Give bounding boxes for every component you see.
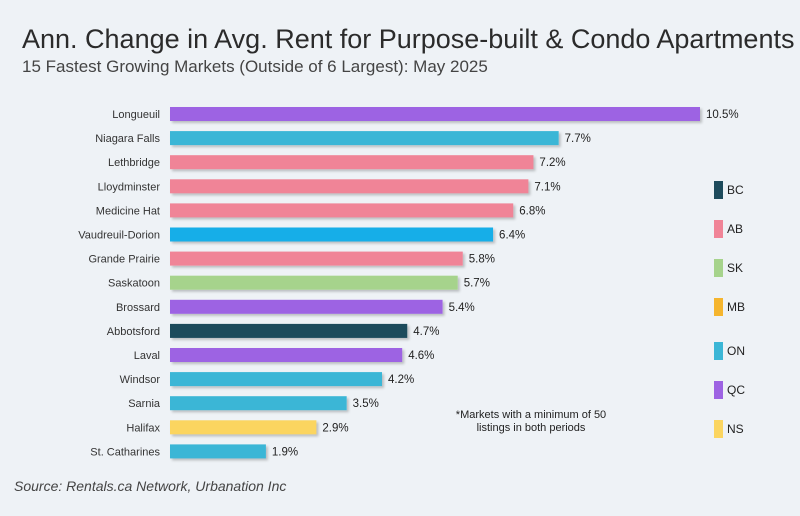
- category-label: Grande Prairie: [88, 254, 160, 266]
- category-label: Abbotsford: [107, 326, 160, 338]
- category-label: Vaudreuil-Dorion: [78, 230, 160, 242]
- value-label: 7.2%: [539, 157, 565, 169]
- value-label: 4.2%: [388, 374, 414, 386]
- bar: [170, 107, 700, 121]
- value-label: 7.1%: [534, 181, 560, 193]
- chart-subtitle: 15 Fastest Growing Markets (Outside of 6…: [22, 57, 488, 76]
- category-label: Windsor: [120, 374, 161, 386]
- legend-swatch: [714, 420, 723, 438]
- category-label: Lloydminster: [98, 181, 161, 193]
- chart-title: Ann. Change in Avg. Rent for Purpose-bui…: [22, 24, 795, 54]
- value-label: 4.6%: [408, 350, 434, 362]
- legend-label: MB: [727, 300, 745, 314]
- legend-swatch: [714, 342, 723, 360]
- bar: [170, 275, 458, 290]
- legend-label: ON: [727, 344, 745, 358]
- category-label: St. Catharines: [90, 446, 160, 458]
- legend-swatch: [714, 220, 723, 238]
- legend-label: NS: [727, 422, 744, 436]
- value-label: 6.4%: [499, 230, 525, 242]
- bar: [170, 444, 266, 459]
- bars-layer: Longueuil 10.5% Niagara Falls 7.7% Lethbridg…: [78, 107, 739, 459]
- bar: [170, 323, 408, 338]
- bar: [170, 372, 382, 387]
- legend-label: SK: [727, 261, 744, 275]
- bar: [170, 227, 494, 242]
- bar: [170, 420, 317, 435]
- footnote: *Markets with a minimum of 50 listings i…: [455, 409, 607, 434]
- category-label: Sarnia: [128, 398, 161, 410]
- bar: [170, 179, 529, 194]
- bar: [170, 203, 514, 218]
- bar: [170, 131, 559, 146]
- bar: [170, 348, 403, 362]
- legend-swatch: [714, 381, 723, 399]
- category-label: Niagara Falls: [95, 133, 160, 145]
- bar: [170, 155, 534, 170]
- legend-label: BC: [727, 183, 744, 197]
- category-label: Halifax: [126, 422, 160, 434]
- legend-label: AB: [727, 222, 744, 236]
- legend-swatch: [714, 298, 723, 316]
- category-label: Laval: [134, 350, 160, 362]
- category-label: Medicine Hat: [96, 205, 160, 217]
- bar: [170, 251, 463, 266]
- value-label: 7.7%: [565, 133, 591, 145]
- value-label: 4.7%: [413, 326, 439, 338]
- bar: [170, 396, 347, 411]
- value-label: 5.4%: [449, 302, 475, 314]
- value-label: 5.7%: [464, 278, 490, 290]
- value-label: 2.9%: [322, 422, 348, 434]
- bar: [170, 299, 443, 314]
- value-label: 5.8%: [469, 254, 495, 266]
- category-label: Lethbridge: [108, 157, 160, 169]
- source-note: Source: Rentals.ca Network, Urbanation I…: [14, 478, 287, 494]
- legend-swatch: [714, 259, 723, 277]
- legend-label: QC: [727, 383, 745, 397]
- category-label: Saskatoon: [108, 278, 160, 290]
- legend-swatch: [714, 181, 723, 199]
- value-label: 10.5%: [706, 109, 739, 121]
- category-label: Brossard: [116, 302, 160, 314]
- value-label: 3.5%: [353, 398, 379, 410]
- value-label: 6.8%: [519, 205, 545, 217]
- value-label: 1.9%: [272, 446, 298, 458]
- category-label: Longueuil: [112, 109, 160, 121]
